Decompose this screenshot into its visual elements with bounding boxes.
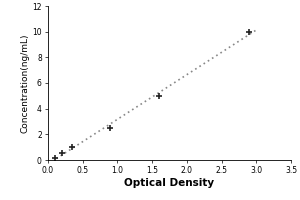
Y-axis label: Concentration(ng/mL): Concentration(ng/mL) bbox=[20, 33, 29, 133]
X-axis label: Optical Density: Optical Density bbox=[124, 178, 214, 188]
